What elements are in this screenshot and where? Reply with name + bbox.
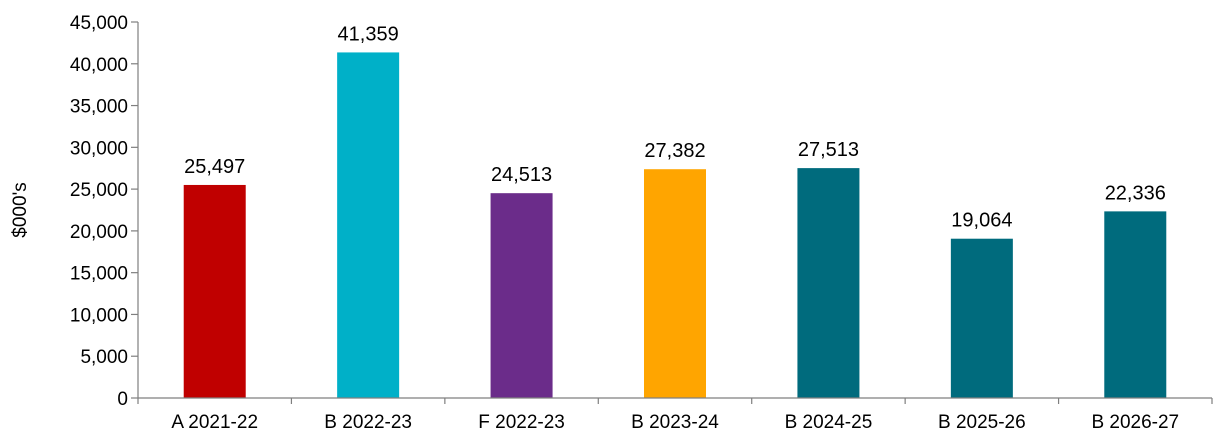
- x-tick-label: B 2022-23: [324, 412, 412, 433]
- y-tick-label: 40,000: [70, 55, 128, 76]
- y-axis-ticks: 0 5,000 10,000 15,000 20,000 25,000 30,000 35,0…: [70, 13, 138, 410]
- bar-b-2022-23: [337, 52, 400, 398]
- x-tick-label: B 2024-25: [785, 412, 873, 433]
- bar-b-2026-27: [1104, 211, 1167, 398]
- data-label: 22,336: [1105, 182, 1166, 204]
- x-tick-label: F 2022-23: [478, 412, 565, 433]
- bar-a-2021-22: [183, 184, 246, 398]
- x-tick-label: B 2025-26: [938, 412, 1026, 433]
- y-tick-label: 5,000: [80, 347, 128, 368]
- data-label: 27,513: [798, 139, 859, 161]
- data-labels-group: 25,497 41,359 24,513 27,382 27,513 19,064 22,3…: [184, 23, 1166, 231]
- y-tick-label: 35,000: [70, 97, 128, 118]
- data-label: 41,359: [338, 23, 399, 45]
- bar-b-2025-26: [950, 238, 1013, 398]
- x-tick-label: B 2023-24: [631, 412, 719, 433]
- x-tick-label: A 2021-22: [171, 412, 258, 433]
- data-label: 25,497: [184, 156, 245, 178]
- y-tick-label: 0: [117, 389, 128, 410]
- data-label: 19,064: [951, 210, 1012, 232]
- bar-b-2024-25: [797, 168, 860, 398]
- data-label: 27,382: [644, 140, 705, 162]
- y-tick-label: 45,000: [70, 13, 128, 34]
- y-tick-label: 15,000: [70, 264, 128, 285]
- bar-b-2023-24: [644, 169, 706, 398]
- data-label: 24,513: [491, 164, 552, 186]
- x-axis-labels: A 2021-22 B 2022-23 F 2022-23 B 2023-24 B 20…: [137, 398, 1213, 433]
- y-tick-label: 10,000: [70, 305, 128, 326]
- bar-f-2022-23: [490, 193, 553, 398]
- bars-group: [183, 52, 1167, 398]
- y-tick-label: 30,000: [70, 138, 128, 159]
- y-axis-title: $000's: [10, 182, 31, 237]
- y-tick-label: 25,000: [70, 180, 128, 201]
- y-tick-label: 20,000: [70, 222, 128, 243]
- x-tick-label: B 2026-27: [1091, 412, 1179, 433]
